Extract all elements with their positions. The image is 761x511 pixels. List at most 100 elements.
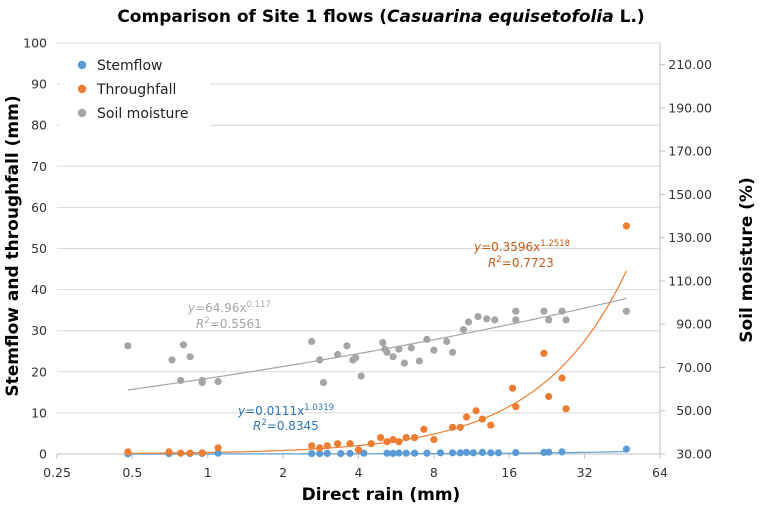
y-left-tick-label: 70 <box>31 159 47 174</box>
trend-equation-soil-moisture: y=64.96x0.117 R2=0.5561 <box>187 300 271 331</box>
y-left-tick-label: 80 <box>31 118 47 133</box>
x-tick-label: 2 <box>279 465 287 480</box>
y-right-tick-label: 110.00 <box>668 273 712 288</box>
point-throughfall <box>323 442 331 450</box>
point-soil-moisture <box>423 335 431 343</box>
tick-labels: 0 10 20 30 40 50 60 70 80 90 100 30.00 50.00 70.00 90.… <box>23 36 712 481</box>
point-soil-moisture <box>308 337 316 346</box>
y-right-tick-label: 50.00 <box>676 403 712 418</box>
equation-throughfall: y=0.3596x1.2518 <box>473 239 570 254</box>
point-soil-moisture <box>474 313 482 321</box>
point-stemflow <box>469 449 477 457</box>
point-throughfall <box>558 374 566 382</box>
point-stemflow <box>395 449 403 457</box>
x-tick-label: 1 <box>204 465 212 480</box>
x-tick-label: 0.25 <box>43 465 71 480</box>
chart-title: Comparison of Site 1 flows (Casuarina eq… <box>117 7 644 27</box>
trendline-throughfall <box>127 270 627 454</box>
point-soil-moisture <box>177 376 185 385</box>
point-stemflow <box>456 449 464 457</box>
point-soil-moisture <box>168 356 176 364</box>
x-tick-label: 32 <box>577 465 593 480</box>
y-right-tick-label: 150.00 <box>668 187 712 202</box>
y-right-tick-label: 30.00 <box>676 447 712 462</box>
point-soil-moisture <box>407 344 415 352</box>
y-left-tick-label: 60 <box>31 200 47 215</box>
point-stemflow <box>478 448 486 456</box>
point-stemflow <box>494 449 503 457</box>
point-throughfall <box>472 407 480 415</box>
point-throughfall <box>389 436 397 444</box>
point-throughfall <box>395 438 403 446</box>
y-left-tick-label: 10 <box>31 405 47 420</box>
x-axis-title: Direct rain (mm) <box>302 485 461 505</box>
y-right-tick-label: 190.00 <box>668 100 712 115</box>
point-stemflow <box>558 448 566 456</box>
point-stemflow <box>449 449 457 457</box>
x-tick-label: 16 <box>501 465 517 480</box>
x-tick-label: 0.5 <box>122 465 142 480</box>
point-throughfall <box>198 449 206 457</box>
legend-label-soil-moisture: Soil moisture <box>97 106 189 122</box>
point-stemflow <box>389 449 397 457</box>
point-throughfall <box>334 440 342 448</box>
point-throughfall <box>316 444 324 452</box>
legend-marker-throughfall <box>77 84 87 94</box>
point-soil-moisture <box>334 350 342 359</box>
y-left-tick-label: 30 <box>31 323 47 338</box>
point-throughfall <box>186 449 194 457</box>
point-throughfall <box>456 423 464 431</box>
point-throughfall <box>214 444 222 452</box>
point-throughfall <box>478 415 486 423</box>
legend-label-stemflow: Stemflow <box>97 58 162 74</box>
point-throughfall <box>354 446 363 454</box>
point-soil-moisture <box>540 307 548 315</box>
y-right-tick-label: 70.00 <box>676 360 712 375</box>
x-tick-label: 4 <box>355 465 363 480</box>
point-soil-moisture <box>357 372 365 380</box>
point-throughfall <box>462 413 471 421</box>
point-stemflow <box>487 449 495 457</box>
equation-stemflow: y=0.0111x1.0319 <box>237 403 334 418</box>
point-stemflow <box>308 450 316 458</box>
point-throughfall <box>622 222 631 230</box>
point-soil-moisture <box>343 342 351 350</box>
trend-equation-stemflow: y=0.0111x1.0319 R2=0.8345 <box>237 403 334 433</box>
data-points <box>124 222 631 458</box>
point-soil-moisture <box>449 348 457 356</box>
point-soil-moisture <box>491 316 499 324</box>
point-soil-moisture <box>316 356 324 364</box>
point-stemflow <box>346 449 354 457</box>
point-throughfall <box>487 421 495 429</box>
chart-title-species: Casuarina equisetofolia <box>387 7 614 27</box>
point-stemflow <box>323 449 331 457</box>
r2-stemflow: R2=0.8345 <box>253 418 319 433</box>
point-soil-moisture <box>383 348 391 356</box>
point-soil-moisture <box>430 346 438 354</box>
legend: Stemflow Throughfall Soil moisture <box>60 50 210 126</box>
point-stemflow <box>383 449 391 457</box>
x-tick-label: 64 <box>652 465 668 480</box>
point-soil-moisture <box>459 326 467 334</box>
point-throughfall <box>377 434 385 442</box>
r2-throughfall: R2=0.7723 <box>488 255 554 270</box>
trend-equation-throughfall: y=0.3596x1.2518 R2=0.7723 <box>473 239 570 270</box>
point-throughfall <box>420 425 428 433</box>
point-throughfall <box>308 442 316 450</box>
y-left-tick-label: 0 <box>39 447 47 462</box>
point-soil-moisture <box>395 345 403 353</box>
point-throughfall <box>383 438 391 446</box>
point-throughfall <box>545 392 553 401</box>
point-soil-moisture <box>483 315 491 323</box>
point-stemflow <box>360 449 368 457</box>
point-soil-moisture <box>186 353 194 361</box>
point-stemflow <box>411 449 419 457</box>
point-soil-moisture <box>545 316 553 324</box>
y-right-tick-label: 130.00 <box>668 230 712 245</box>
point-throughfall <box>402 434 410 442</box>
point-stemflow <box>622 445 631 453</box>
equation-soil-moisture: y=64.96x0.117 <box>187 300 271 315</box>
point-stemflow <box>512 449 520 457</box>
x-tick-label: 8 <box>430 465 438 480</box>
point-stemflow <box>436 449 445 457</box>
